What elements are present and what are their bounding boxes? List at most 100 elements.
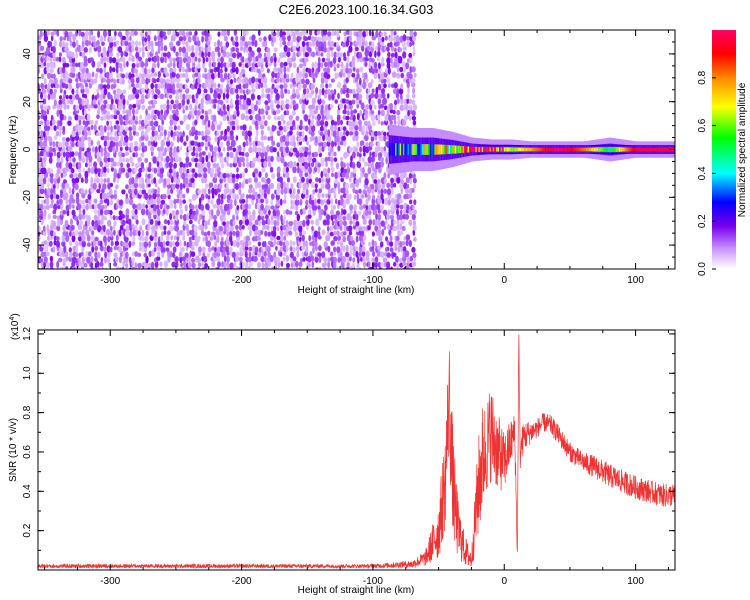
spectrogram-cell bbox=[403, 236, 407, 241]
spectrogram-cell bbox=[183, 141, 187, 146]
spectrogram-cell bbox=[77, 124, 82, 133]
spectrogram-cell bbox=[301, 234, 305, 242]
spectrogram-cell bbox=[351, 262, 355, 269]
spectrogram-cell bbox=[113, 262, 118, 267]
spectrogram-cell bbox=[181, 172, 186, 180]
spectrogram-cell bbox=[239, 246, 244, 253]
spectrogram-cell bbox=[289, 147, 294, 153]
spectrogram-cell bbox=[251, 62, 256, 69]
spectrogram-cell bbox=[72, 93, 76, 101]
spectrogram-cell bbox=[53, 77, 58, 85]
spectrogram-cell bbox=[147, 140, 152, 147]
spectrogram-cell bbox=[358, 267, 362, 269]
spectrogram-cell bbox=[86, 215, 91, 222]
spectrogram-cell bbox=[121, 152, 125, 158]
spectrogram-cell bbox=[396, 98, 400, 105]
signal-core bbox=[563, 147, 566, 152]
spectrogram-cell bbox=[399, 104, 404, 112]
spectrogram-cell bbox=[125, 184, 129, 190]
spectrogram-cell bbox=[207, 188, 211, 195]
spectrogram-cell bbox=[139, 241, 142, 248]
spectrogram-cell bbox=[50, 235, 53, 241]
spectrogram-cell bbox=[99, 192, 103, 200]
spectrogram-cell bbox=[128, 41, 132, 48]
spectrogram-cell bbox=[260, 129, 264, 136]
spectrogram-cell bbox=[300, 156, 305, 164]
spectrogram-cell bbox=[96, 92, 100, 99]
spectrogram-cell bbox=[400, 246, 404, 253]
spectrogram-cell bbox=[80, 78, 85, 83]
spectrogram-cell bbox=[115, 215, 120, 221]
spectrogram-cell bbox=[81, 98, 85, 106]
spectrogram-cell bbox=[150, 172, 154, 180]
signal-core bbox=[536, 147, 539, 152]
signal-core bbox=[560, 147, 563, 152]
spectrogram-cell bbox=[160, 104, 164, 110]
spectrogram-cell bbox=[81, 234, 86, 242]
spectrogram-cell bbox=[330, 161, 334, 167]
spectrogram-cell bbox=[161, 78, 167, 84]
signal-core bbox=[434, 144, 437, 155]
spectrogram-cell bbox=[272, 240, 277, 246]
spectrogram-cell bbox=[272, 230, 277, 238]
spectrogram-cell bbox=[163, 35, 168, 40]
spectrogram-cell bbox=[109, 65, 112, 74]
spectrogram-cell bbox=[283, 215, 286, 221]
spectrogram-cell bbox=[78, 172, 82, 179]
spectrogram-cell bbox=[131, 251, 135, 257]
spectrogram-cell bbox=[115, 141, 119, 149]
spectrogram-cell bbox=[78, 151, 82, 159]
spectrogram-cell bbox=[311, 124, 316, 133]
spectrogram-cell bbox=[62, 209, 67, 215]
spectrogram-cell bbox=[175, 51, 179, 57]
spectrogram-cell bbox=[46, 119, 50, 127]
spectrogram-cell bbox=[92, 98, 97, 105]
spectrogram-cell bbox=[283, 187, 288, 195]
spectrogram-cell bbox=[405, 188, 410, 194]
spectrogram-cell bbox=[96, 109, 101, 116]
spectrogram-cell bbox=[282, 251, 287, 257]
spectrogram-cell bbox=[372, 120, 376, 127]
spectrogram-cell bbox=[109, 72, 113, 80]
spectrogram-cell bbox=[390, 56, 393, 64]
spectrogram-cell bbox=[352, 114, 356, 122]
spectrogram-cell bbox=[219, 73, 224, 80]
spectrogram-cell bbox=[125, 193, 129, 199]
spectrogram-cell bbox=[282, 120, 286, 125]
spectrogram-cell bbox=[161, 231, 165, 237]
spectrogram-cell bbox=[293, 140, 296, 148]
spectrogram-cell bbox=[197, 57, 201, 63]
spectrogram-cell bbox=[211, 246, 215, 251]
spectrogram-cell bbox=[235, 194, 239, 200]
spectrogram-cell bbox=[166, 188, 171, 196]
spectrogram-cell bbox=[75, 62, 79, 68]
spectrogram-cell bbox=[75, 241, 79, 248]
spectrogram-cell bbox=[52, 45, 56, 54]
spectrogram-cell bbox=[192, 146, 196, 153]
spectrogram-cell bbox=[260, 255, 265, 263]
spectrogram-cell bbox=[43, 105, 48, 111]
spectrogram-cell bbox=[171, 183, 176, 190]
spectrogram-cell bbox=[330, 166, 335, 173]
spectrogram-cell bbox=[160, 139, 165, 147]
spectrogram-cell bbox=[260, 135, 265, 141]
spectrogram-cell bbox=[377, 183, 382, 190]
spectrogram-cell bbox=[326, 219, 330, 226]
signal-core bbox=[469, 146, 472, 153]
spectrogram-cell bbox=[326, 182, 331, 190]
spectrogram-cell bbox=[232, 73, 236, 79]
spectrogram-cell bbox=[264, 100, 269, 106]
spectrogram-cell bbox=[286, 47, 291, 52]
spectrogram-cell bbox=[189, 208, 193, 216]
spectrogram-cell bbox=[267, 217, 271, 226]
spectrogram-cell bbox=[213, 82, 217, 90]
spectrogram-cell bbox=[252, 209, 256, 217]
spectrogram-cell bbox=[292, 51, 296, 59]
spectrogram-cell bbox=[128, 72, 132, 80]
spectrogram-cell bbox=[398, 56, 403, 64]
spectrogram-cell bbox=[147, 30, 152, 36]
spectrogram-cell bbox=[295, 245, 300, 252]
spectrogram-cell bbox=[152, 99, 158, 105]
spectrogram-cell bbox=[380, 204, 384, 211]
